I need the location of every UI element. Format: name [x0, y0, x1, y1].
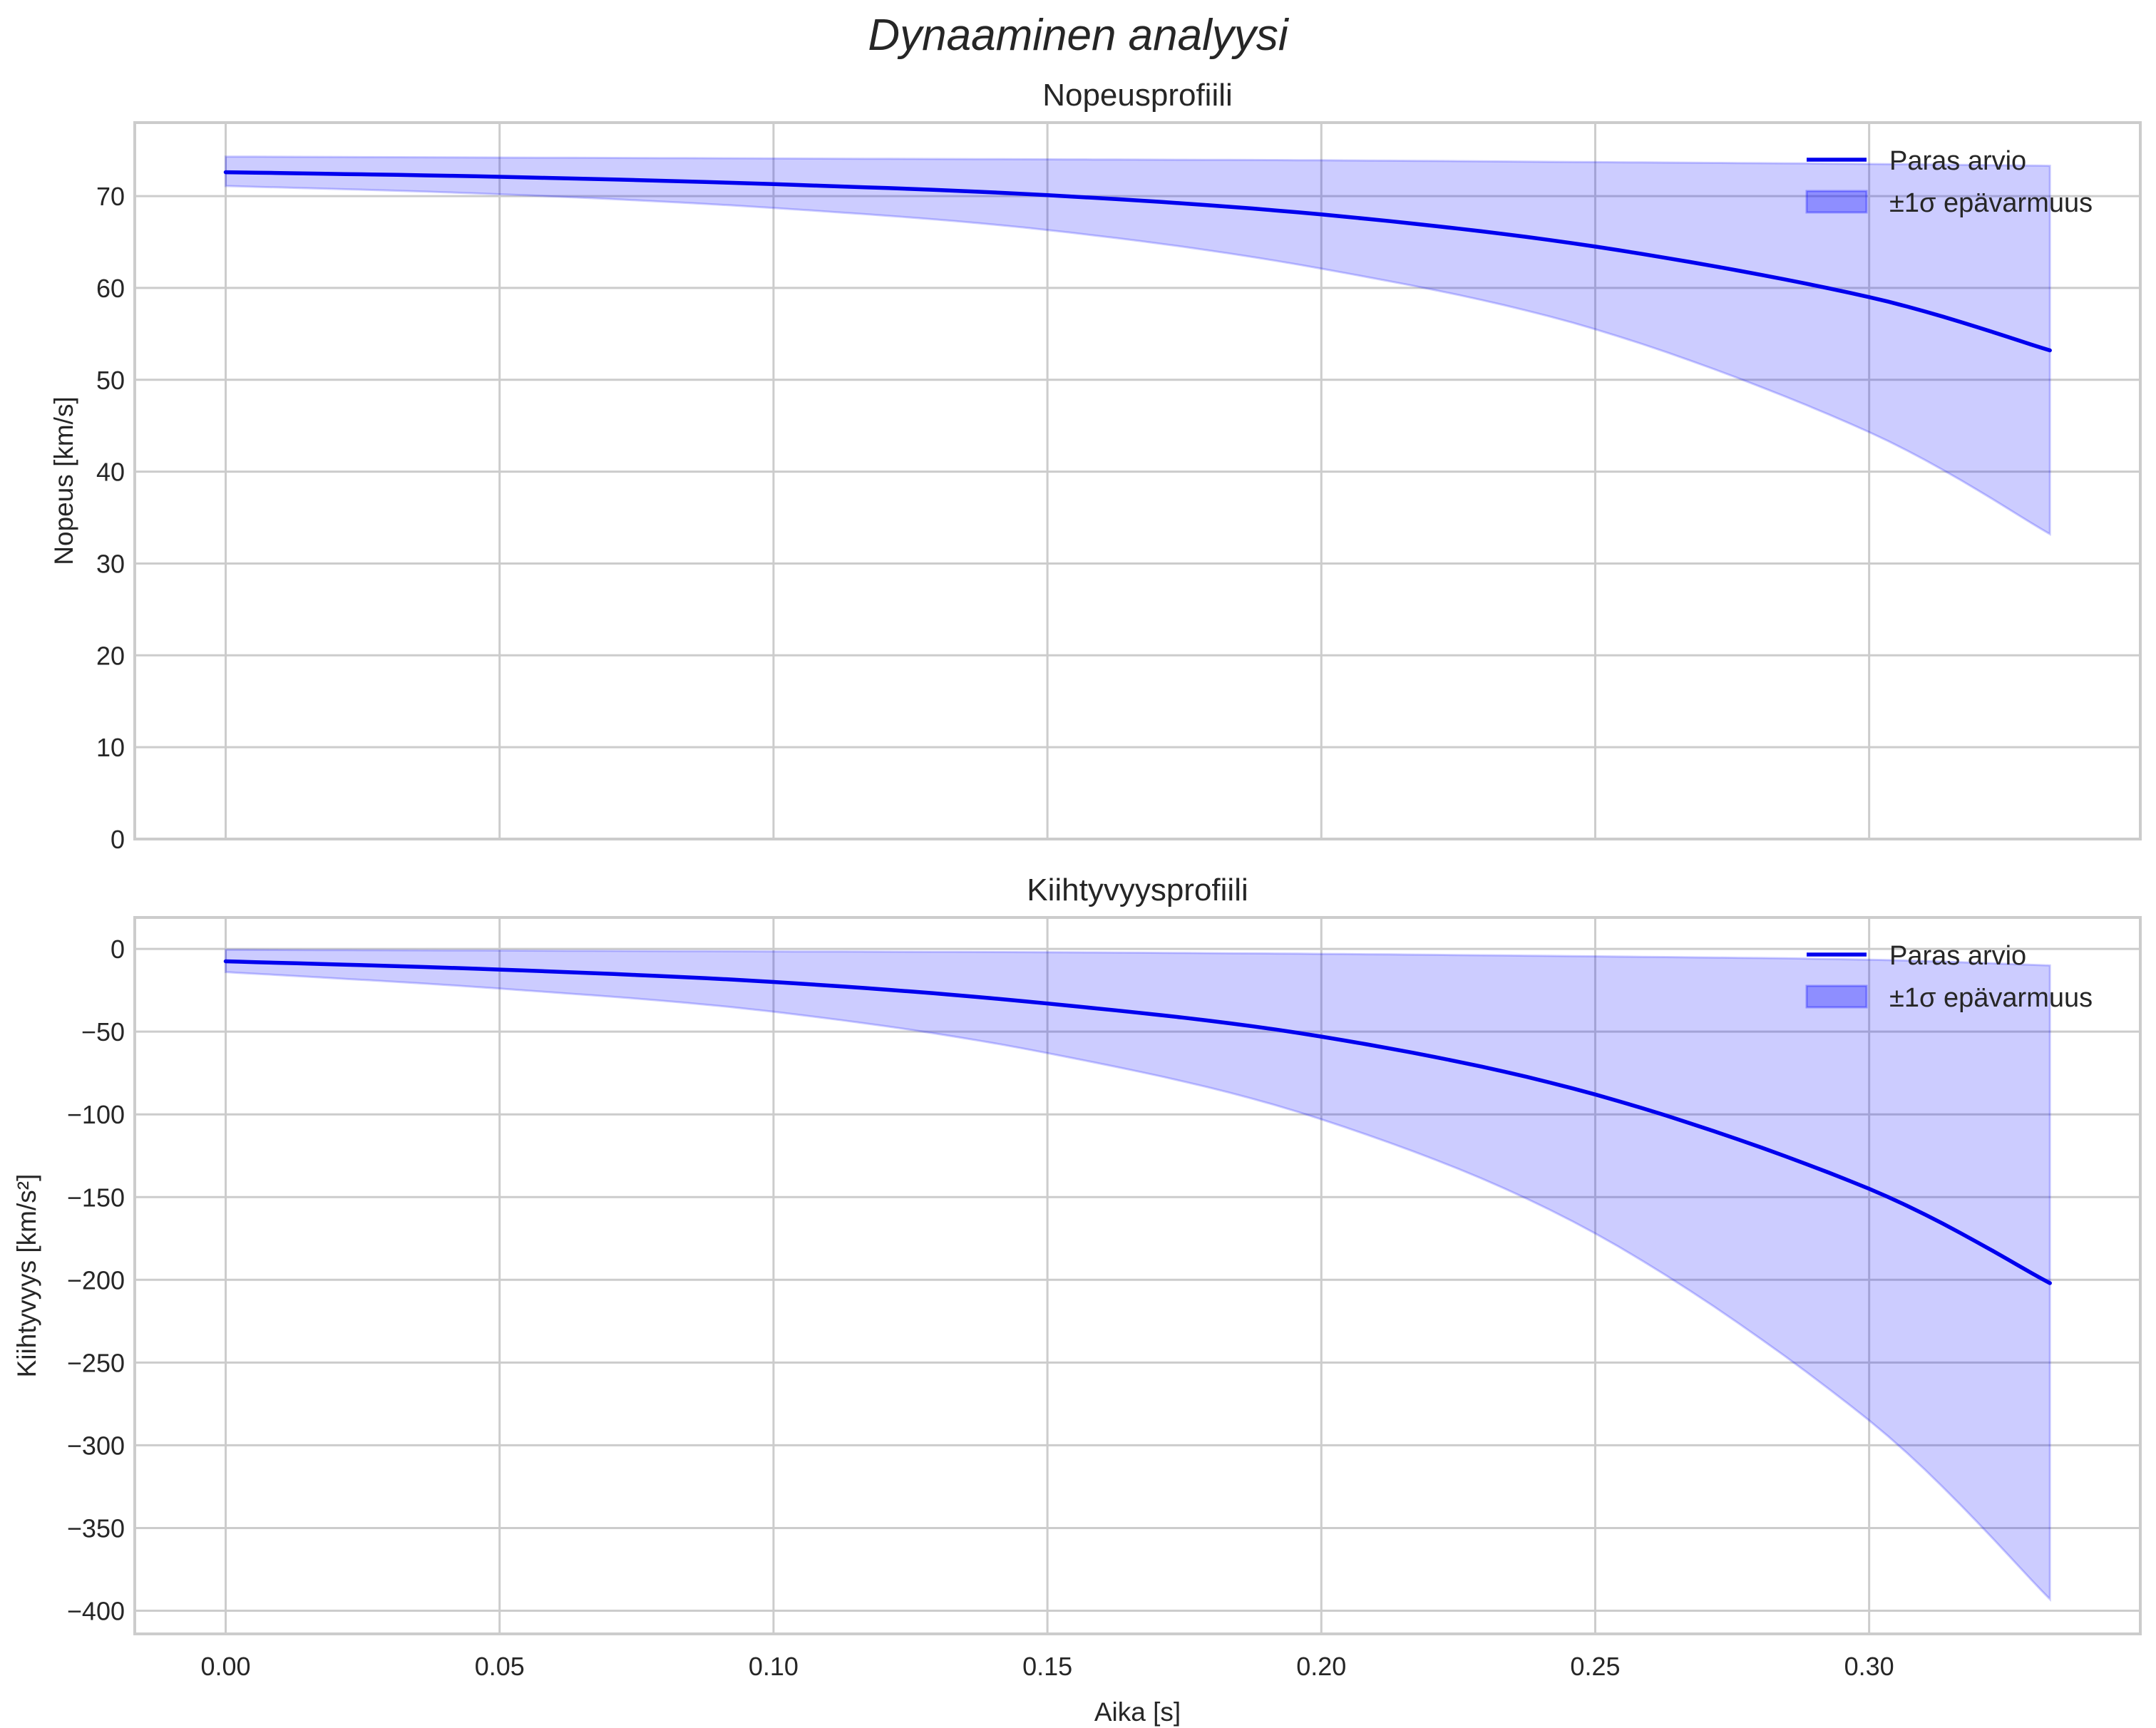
time-x-axis-label: Aika [s] [1094, 1697, 1181, 1727]
y-tick-label: −50 [81, 1017, 125, 1046]
x-tick-label: 0.25 [1570, 1652, 1620, 1681]
y-tick-label: 60 [96, 274, 125, 303]
y-tick-label: −350 [67, 1513, 125, 1543]
acceleration-gridlines [135, 917, 2140, 1634]
velocity-y-axis-label: Nopeus [km/s] [49, 396, 78, 565]
velocity-gridlines [135, 123, 2140, 840]
y-tick-label: 70 [96, 182, 125, 211]
x-tick-label: 0.05 [475, 1652, 525, 1681]
acceleration-uncertainty-band [225, 948, 2051, 1602]
acceleration-y-tick-labels: 0 −50 −100 −150 −200 −250 −300 −350 −400 [67, 935, 125, 1625]
velocity-uncertainty-band [225, 155, 2051, 536]
acceleration-axes: Kiihtyvyysprofiili 0 −50 −100 −150 −200 −250 −… [12, 873, 2142, 1727]
y-tick-label: −300 [67, 1431, 125, 1460]
acceleration-axes-title: Kiihtyvyysprofiili [1027, 873, 1248, 907]
velocity-axes: Nopeusprofiili 0 10 20 30 40 50 60 70 Nopeus [k… [49, 78, 2142, 854]
acceleration-axes-frame [133, 916, 2142, 1635]
legend-line-label: Paras arvio [1889, 146, 2026, 176]
x-tick-label: 0.20 [1296, 1652, 1346, 1681]
x-tick-label: 0.00 [201, 1652, 251, 1681]
velocity-best-estimate-line [223, 170, 2052, 353]
x-tick-label: 0.15 [1022, 1652, 1072, 1681]
acceleration-y-axis-label: Kiihtyvyys [km/s²] [12, 1174, 41, 1378]
y-tick-label: 0 [111, 935, 125, 964]
legend-band-swatch-icon [1805, 984, 1868, 1009]
y-tick-label: 0 [111, 825, 125, 854]
velocity-y-tick-labels: 0 10 20 30 40 50 60 70 [96, 182, 125, 854]
velocity-axes-frame [133, 121, 2142, 840]
legend-band-label: ±1σ epävarmuus [1889, 188, 2093, 218]
y-tick-label: −100 [67, 1100, 125, 1129]
y-tick-label: 30 [96, 549, 125, 578]
y-tick-label: −400 [67, 1597, 125, 1626]
y-tick-label: 10 [96, 733, 125, 762]
y-tick-label: 20 [96, 641, 125, 670]
y-tick-label: −200 [67, 1265, 125, 1295]
velocity-legend: Paras arvio ±1σ epävarmuus [1805, 146, 2093, 218]
acceleration-legend: Paras arvio ±1σ epävarmuus [1805, 941, 2093, 1013]
y-tick-label: 50 [96, 366, 125, 395]
x-tick-label: 0.10 [749, 1652, 799, 1681]
acceleration-best-estimate-line [223, 959, 2052, 1285]
legend-line-label: Paras arvio [1889, 941, 2026, 971]
velocity-axes-title: Nopeusprofiili [1042, 78, 1233, 113]
time-x-tick-labels: 0.00 0.05 0.10 0.15 0.20 0.25 0.30 [201, 1652, 1894, 1681]
y-tick-label: −150 [67, 1183, 125, 1212]
figure-suptitle: Dynaaminen analyysi [868, 11, 1290, 60]
y-tick-label: 40 [96, 458, 125, 487]
legend-band-label: ±1σ epävarmuus [1889, 983, 2093, 1013]
legend-band-swatch-icon [1805, 190, 1868, 214]
x-tick-label: 0.30 [1844, 1652, 1894, 1681]
y-tick-label: −250 [67, 1348, 125, 1377]
